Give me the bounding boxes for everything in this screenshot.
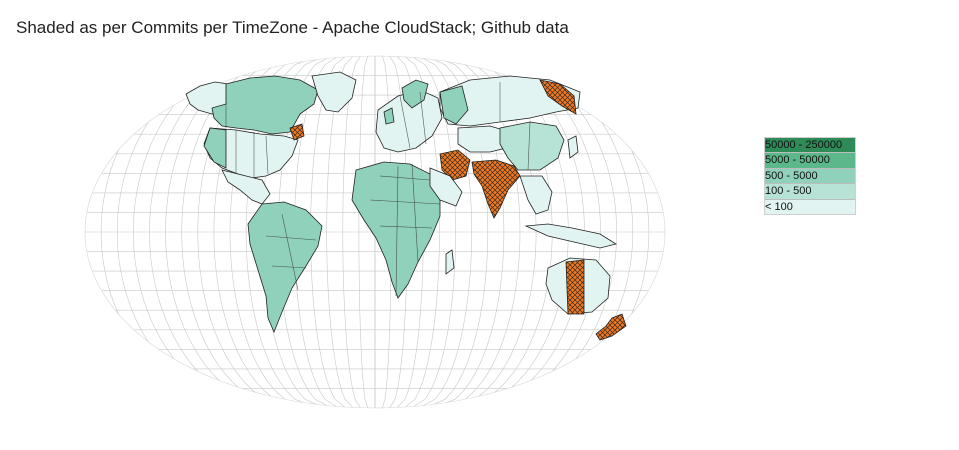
iran bbox=[439, 149, 471, 181]
legend-item: 100 - 500 bbox=[765, 184, 855, 200]
india bbox=[471, 159, 521, 219]
legend-item: 5000 - 50000 bbox=[765, 153, 855, 169]
country-borders bbox=[225, 82, 531, 297]
usa-pacific bbox=[203, 127, 227, 169]
russia-west bbox=[439, 85, 469, 125]
newfoundland bbox=[289, 123, 305, 141]
australia-east bbox=[565, 259, 585, 315]
map-legend: 50000 - 250000 5000 - 50000 500 - 5000 100 … bbox=[764, 137, 856, 215]
far-east-russia bbox=[539, 79, 577, 115]
africa bbox=[351, 161, 441, 299]
map-title: Shaded as per Commits per TimeZone - Apa… bbox=[16, 18, 569, 37]
central-asia bbox=[457, 125, 511, 153]
legend-item: 500 - 5000 bbox=[765, 168, 855, 185]
china bbox=[499, 121, 565, 171]
globe-outline bbox=[84, 55, 666, 409]
scandinavia bbox=[401, 79, 429, 109]
japan bbox=[567, 135, 579, 159]
continents bbox=[185, 71, 627, 341]
new-zealand bbox=[595, 313, 627, 341]
southeast-asia bbox=[519, 175, 553, 215]
legend-item: 50000 - 250000 bbox=[765, 138, 855, 154]
greenland bbox=[311, 71, 357, 113]
indonesia bbox=[524, 223, 618, 249]
uk bbox=[383, 107, 395, 125]
usa bbox=[203, 127, 299, 179]
legend-item: < 100 bbox=[765, 199, 855, 214]
arabia bbox=[429, 167, 463, 207]
madagascar bbox=[445, 249, 455, 275]
canada bbox=[211, 75, 319, 135]
